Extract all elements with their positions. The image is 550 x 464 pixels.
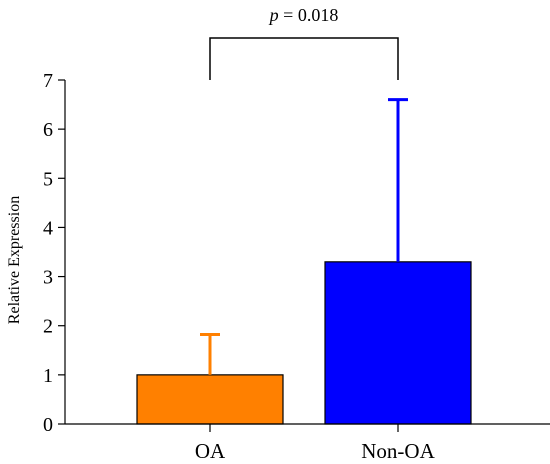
y-tick-label: 2: [43, 316, 53, 338]
y-tick-label: 0: [43, 414, 53, 436]
y-tick-label: 7: [43, 70, 53, 92]
y-axis: 0 1 2 3 4 5 6 7: [43, 70, 66, 436]
x-tick-label: OA: [195, 439, 226, 463]
x-axis: OA Non-OA: [65, 423, 550, 463]
significance-bracket: [209, 37, 399, 80]
p-value: = 0.018: [279, 5, 339, 25]
bar: [136, 374, 284, 425]
p-value-label: p = 0.018: [268, 5, 339, 25]
error-bars: [200, 98, 408, 375]
p-symbol: p: [268, 5, 279, 25]
y-tick-label: 5: [43, 168, 53, 190]
significance-annotation: p = 0.018: [209, 5, 399, 80]
y-axis-label: Relative Expression: [6, 196, 23, 324]
y-tick-label: 6: [43, 119, 53, 141]
bars: [136, 261, 472, 425]
y-tick-label: 1: [43, 365, 53, 387]
y-tick-label: 4: [43, 217, 53, 239]
bar: [324, 261, 472, 425]
x-tick-label: Non-OA: [361, 439, 435, 463]
y-tick-label: 3: [43, 267, 53, 289]
